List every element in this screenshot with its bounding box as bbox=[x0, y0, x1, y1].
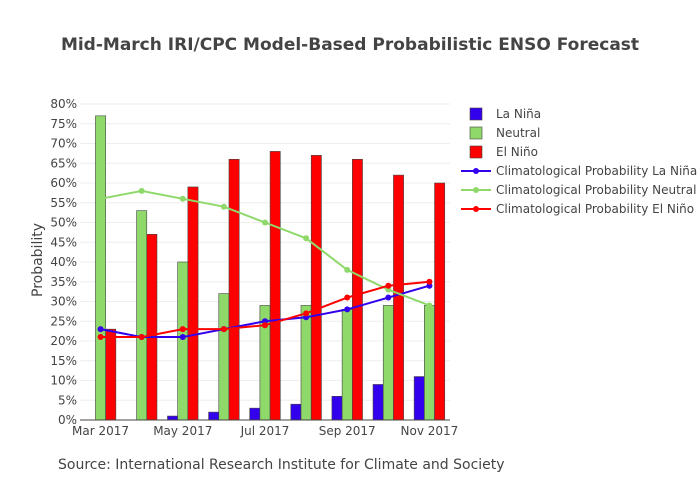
legend-swatch bbox=[469, 145, 483, 159]
bar-la-ni-a[interactable] bbox=[372, 384, 384, 421]
y-axis-ticks: 0% 5% 10% 15% 20% 25% 30% 35% 40% 45% 50% 55% 60% 65%… bbox=[50, 97, 77, 427]
y-tick-label: 20% bbox=[50, 334, 77, 348]
legend-marker bbox=[473, 206, 479, 212]
bar-neutral[interactable] bbox=[424, 305, 435, 421]
x-tick-label: Jul 2017 bbox=[240, 424, 290, 438]
point-climatological-probability-el-ni-o[interactable] bbox=[179, 326, 186, 333]
x-tick-label: Nov 2017 bbox=[401, 424, 459, 438]
legend-label: Climatological Probability La Niña bbox=[496, 164, 697, 178]
bar-neutral[interactable] bbox=[218, 293, 230, 421]
bar-el-ni-o[interactable] bbox=[310, 155, 322, 421]
point-climatological-probability-el-ni-o[interactable] bbox=[344, 294, 351, 301]
legend[interactable]: La Niña Neutral El Niño Climatological Prob… bbox=[461, 107, 697, 216]
legend-label: La Niña bbox=[496, 107, 541, 121]
source-note: Source: International Research Institute… bbox=[58, 457, 505, 473]
bar-el-ni-o[interactable] bbox=[352, 159, 363, 421]
bar-el-ni-o[interactable] bbox=[434, 182, 446, 421]
y-tick-label: 25% bbox=[50, 314, 77, 328]
bar-neutral[interactable] bbox=[382, 305, 394, 421]
bar-neutral[interactable] bbox=[136, 210, 148, 421]
point-climatological-probability-neutral[interactable] bbox=[220, 203, 227, 210]
point-climatological-probability-la-ni-a[interactable] bbox=[344, 306, 351, 313]
point-climatological-probability-el-ni-o[interactable] bbox=[303, 310, 310, 317]
y-tick-label: 5% bbox=[58, 393, 77, 407]
bar-el-ni-o[interactable] bbox=[393, 174, 404, 421]
legend-item[interactable]: El Niño bbox=[469, 145, 538, 159]
point-climatological-probability-neutral[interactable] bbox=[97, 195, 104, 202]
bar-neutral[interactable] bbox=[177, 261, 189, 421]
point-climatological-probability-neutral[interactable] bbox=[426, 302, 433, 309]
point-climatological-probability-la-ni-a[interactable] bbox=[97, 326, 104, 333]
chart-title: Mid-March IRI/CPC Model-Based Probabilis… bbox=[61, 35, 639, 55]
y-tick-label: 10% bbox=[50, 374, 77, 388]
legend-item[interactable]: Climatological Probability Neutral bbox=[461, 183, 696, 197]
point-climatological-probability-el-ni-o[interactable] bbox=[97, 334, 104, 341]
point-climatological-probability-neutral[interactable] bbox=[138, 187, 145, 194]
bar-el-ni-o[interactable] bbox=[105, 328, 117, 421]
point-climatological-probability-la-ni-a[interactable] bbox=[385, 294, 392, 301]
bar-el-ni-o[interactable] bbox=[269, 151, 281, 421]
y-tick-label: 65% bbox=[50, 156, 77, 170]
x-tick-label: May 2017 bbox=[153, 424, 212, 438]
point-climatological-probability-el-ni-o[interactable] bbox=[220, 326, 227, 333]
bar-neutral[interactable] bbox=[95, 115, 106, 421]
y-tick-label: 35% bbox=[50, 275, 77, 289]
legend-label: Neutral bbox=[496, 126, 540, 140]
bar-la-ni-a[interactable] bbox=[208, 411, 220, 421]
y-tick-label: 80% bbox=[50, 97, 77, 111]
bar-neutral[interactable] bbox=[300, 305, 312, 421]
y-tick-label: 75% bbox=[50, 117, 77, 131]
legend-item[interactable]: Neutral bbox=[469, 126, 540, 140]
y-axis-title: Probability bbox=[30, 223, 46, 297]
x-axis-ticks: Mar 2017 May 2017 Jul 2017 Sep 2017 Nov 2017 bbox=[72, 424, 458, 438]
bar-el-ni-o[interactable] bbox=[228, 159, 240, 421]
point-climatological-probability-neutral[interactable] bbox=[262, 219, 268, 226]
y-tick-label: 30% bbox=[50, 295, 77, 309]
bar-la-ni-a[interactable] bbox=[167, 415, 178, 421]
bar-el-ni-o[interactable] bbox=[187, 186, 199, 421]
bar-neutral[interactable] bbox=[341, 309, 353, 421]
y-tick-label: 70% bbox=[50, 137, 77, 151]
legend-label: Climatological Probability Neutral bbox=[496, 183, 696, 197]
bar-la-ni-a[interactable] bbox=[249, 407, 261, 421]
point-climatological-probability-el-ni-o[interactable] bbox=[426, 278, 433, 285]
point-climatological-probability-neutral[interactable] bbox=[344, 266, 351, 273]
y-tick-label: 50% bbox=[50, 216, 77, 230]
legend-label: Climatological Probability El Niño bbox=[496, 202, 694, 216]
bar-la-ni-a[interactable] bbox=[331, 395, 343, 421]
x-tick-label: Sep 2017 bbox=[319, 424, 376, 438]
x-tick-label: Mar 2017 bbox=[72, 424, 129, 438]
legend-item[interactable]: Climatological Probability La Niña bbox=[461, 164, 697, 178]
y-tick-label: 40% bbox=[50, 255, 77, 269]
legend-item[interactable]: La Niña bbox=[469, 107, 541, 121]
y-tick-label: 0% bbox=[58, 413, 77, 427]
legend-marker bbox=[473, 168, 479, 174]
legend-swatch bbox=[469, 107, 483, 121]
bar-la-ni-a[interactable] bbox=[413, 376, 425, 421]
legend-swatch bbox=[469, 126, 483, 140]
y-tick-label: 55% bbox=[50, 196, 77, 210]
series-lines bbox=[97, 187, 433, 341]
point-climatological-probability-neutral[interactable] bbox=[179, 195, 186, 202]
bar-el-ni-o[interactable] bbox=[146, 234, 158, 421]
bar-la-ni-a[interactable] bbox=[290, 403, 302, 421]
bars bbox=[95, 115, 446, 421]
point-climatological-probability-neutral[interactable] bbox=[303, 235, 310, 242]
point-climatological-probability-el-ni-o[interactable] bbox=[262, 322, 268, 329]
legend-label: El Niño bbox=[496, 145, 538, 159]
y-tick-label: 15% bbox=[50, 354, 77, 368]
point-climatological-probability-el-ni-o[interactable] bbox=[138, 334, 145, 341]
legend-marker bbox=[473, 187, 479, 193]
y-tick-label: 45% bbox=[50, 235, 77, 249]
y-tick-label: 60% bbox=[50, 176, 77, 190]
point-climatological-probability-la-ni-a[interactable] bbox=[179, 334, 186, 341]
legend-item[interactable]: Climatological Probability El Niño bbox=[461, 202, 694, 216]
point-climatological-probability-el-ni-o[interactable] bbox=[385, 282, 392, 289]
